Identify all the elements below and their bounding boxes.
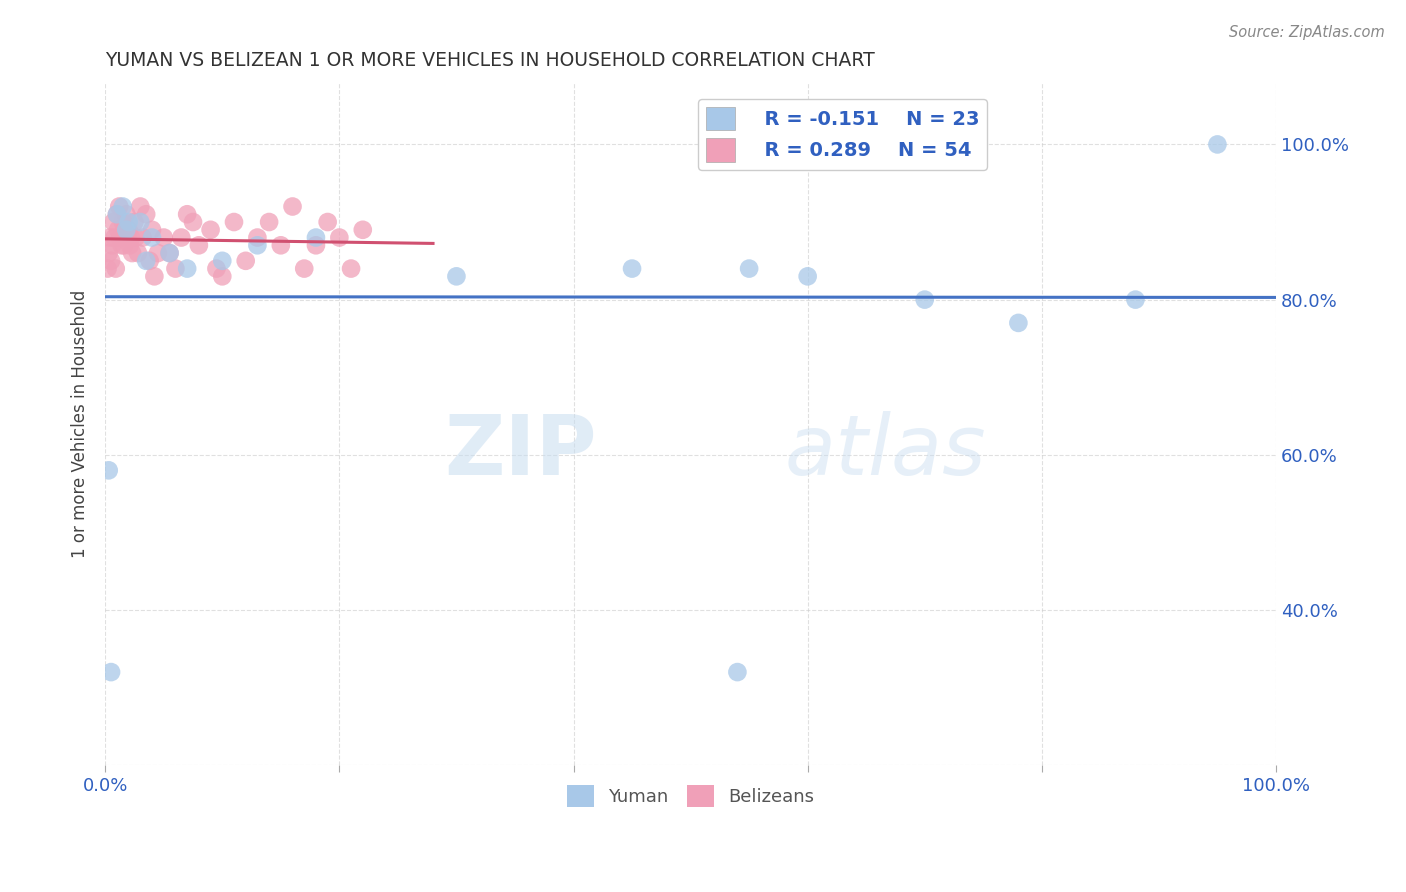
Text: Source: ZipAtlas.com: Source: ZipAtlas.com [1229, 25, 1385, 40]
Point [97, 463, 120, 477]
Point [100, 665, 122, 679]
Point [1206, 137, 1229, 152]
Point [211, 269, 233, 284]
Point [111, 200, 134, 214]
Point [281, 200, 304, 214]
Point [235, 253, 257, 268]
Point [108, 200, 131, 214]
Point [187, 238, 209, 252]
Point [170, 230, 193, 244]
Point [103, 215, 125, 229]
Point [129, 200, 152, 214]
Point [121, 246, 143, 260]
Point [111, 215, 134, 229]
Point [118, 238, 141, 252]
Point [141, 230, 163, 244]
Point [176, 207, 198, 221]
Point [159, 246, 181, 260]
Point [796, 269, 818, 284]
Point [725, 665, 748, 679]
Point [127, 246, 149, 260]
Point [120, 230, 142, 244]
Y-axis label: 1 or more Vehicles in Household: 1 or more Vehicles in Household [72, 290, 89, 558]
Point [105, 207, 128, 221]
Point [176, 261, 198, 276]
Point [110, 238, 132, 252]
Point [305, 230, 328, 244]
Point [211, 253, 233, 268]
Text: ZIP: ZIP [444, 410, 598, 491]
Point [292, 261, 315, 276]
Point [1007, 316, 1029, 330]
Point [328, 230, 350, 244]
Point [200, 223, 222, 237]
Point [97, 246, 120, 260]
Point [105, 207, 128, 221]
Point [115, 223, 138, 237]
Point [738, 261, 761, 276]
Point [117, 215, 139, 229]
Point [117, 223, 139, 237]
Point [124, 215, 146, 229]
Point [96, 261, 118, 276]
Point [152, 230, 174, 244]
Point [138, 253, 160, 268]
Point [129, 215, 152, 229]
Point [181, 215, 204, 229]
Legend: Yuman, Belizeans: Yuman, Belizeans [560, 778, 821, 814]
Point [101, 238, 124, 252]
Point [112, 238, 135, 252]
Point [141, 223, 163, 237]
Point [135, 207, 157, 221]
Point [316, 215, 339, 229]
Point [104, 261, 127, 276]
Point [270, 238, 292, 252]
Point [131, 230, 153, 244]
Point [103, 230, 125, 244]
Point [246, 238, 269, 252]
Point [340, 261, 363, 276]
Point [159, 246, 181, 260]
Point [115, 207, 138, 221]
Point [135, 253, 157, 268]
Point [621, 261, 644, 276]
Point [246, 230, 269, 244]
Point [1125, 293, 1147, 307]
Point [117, 230, 139, 244]
Point [165, 261, 187, 276]
Point [914, 293, 936, 307]
Point [114, 223, 136, 237]
Point [205, 261, 228, 276]
Point [352, 223, 374, 237]
Point [446, 269, 468, 284]
Point [146, 246, 169, 260]
Point [110, 230, 132, 244]
Point [100, 253, 122, 268]
Point [124, 230, 146, 244]
Text: YUMAN VS BELIZEAN 1 OR MORE VEHICLES IN HOUSEHOLD CORRELATION CHART: YUMAN VS BELIZEAN 1 OR MORE VEHICLES IN … [105, 51, 875, 70]
Text: atlas: atlas [785, 410, 986, 491]
Point [98, 230, 121, 244]
Point [107, 223, 129, 237]
Point [257, 215, 280, 229]
Point [143, 269, 166, 284]
Point [305, 238, 328, 252]
Point [222, 215, 245, 229]
